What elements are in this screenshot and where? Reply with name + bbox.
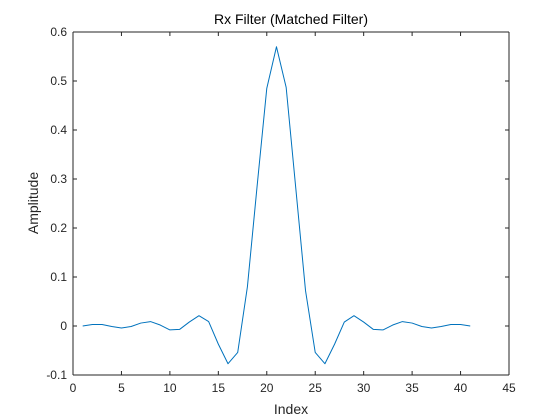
x-tick-label: 45 [502,381,516,395]
y-axis-label: Amplitude [25,172,41,234]
x-tick-label: 25 [309,381,323,395]
y-tick-label: -0.1 [46,368,67,382]
x-tick-label: 30 [357,381,371,395]
y-tick-label: 0.1 [50,270,67,284]
data-layer [82,46,471,365]
chart-title: Rx Filter (Matched Filter) [214,11,368,27]
x-tick-label: 5 [118,381,125,395]
x-tick-label: 0 [70,381,77,395]
y-tick-label: 0.3 [50,172,67,186]
y-tick-label: 0 [60,319,67,333]
x-tick-label: 10 [163,381,177,395]
ticks-layer: 0 5 10 15 20 25 30 35 40 45-0.100.10.20.30.40.50.… [46,25,516,395]
y-tick-label: 0.6 [50,25,67,39]
x-axis-label: Index [274,401,308,417]
plot-area [73,32,509,375]
y-tick-label: 0.4 [50,123,67,137]
x-tick-label: 40 [454,381,468,395]
x-tick-label: 15 [212,381,226,395]
series-line-0 [82,46,471,365]
y-tick-label: 0.2 [50,221,67,235]
x-tick-label: 35 [405,381,419,395]
y-tick-label: 0.5 [50,74,67,88]
axes-layer [72,31,510,376]
x-tick-label: 20 [260,381,274,395]
